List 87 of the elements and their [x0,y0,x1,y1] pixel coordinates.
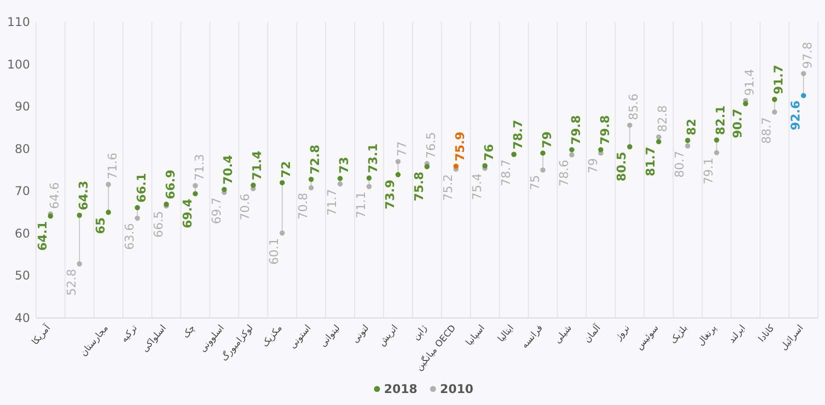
x-tick-label: استونی [288,324,314,351]
x-tick-label: نروژ [613,324,632,344]
x-tick-label: اسپانیا [464,324,488,348]
x-tick-label: اتریش [377,324,400,348]
data-label: 78.7 [498,159,513,186]
x-tick-label: مجارستان [79,323,111,359]
data-label: 82.1 [714,105,728,135]
data-label: 79.8 [568,115,583,145]
data-label: 71.1 [354,191,368,218]
data-label: 73 [337,156,352,174]
data-label: 71.6 [105,152,120,180]
data-label: 78.7 [510,120,525,150]
data-label: 75.4 [470,173,484,200]
y-tick-label: 70 [14,184,30,198]
x-tick-label: فرانسه [520,324,546,351]
x-tick-label: ایتالیا [496,324,516,344]
data-label: 66.9 [163,170,178,200]
data-label: 80.7 [672,150,687,178]
data-label: 66.1 [134,173,148,203]
data-label: 52.8 [64,268,78,296]
y-tick-label: 60 [14,226,30,240]
x-tick-label: لیتوانی [318,324,342,350]
data-label: 69.4 [180,198,194,228]
data-label: 65 [93,217,108,234]
y-tick-label: 110 [7,15,30,29]
data-label: 88.7 [760,117,774,144]
data-label: 66.5 [151,210,166,238]
x-tick-label: پرتغال [696,323,720,348]
data-label: 70.6 [238,194,252,220]
data-label: 75.9 [452,132,467,162]
data-label: 91.7 [772,64,786,94]
data-label: 85.6 [626,93,641,120]
data-label: 70.4 [221,154,236,184]
x-tick-label: بلژیک [668,324,690,346]
x-tick-label: چک [181,324,198,340]
y-tick-label: 90 [14,100,30,114]
data-label: 77 [395,141,410,157]
data-label: 97.8 [800,42,815,69]
data-label: 70.8 [296,192,310,220]
x-tick-label: اسلواکی [140,324,169,354]
data-label: 79.1 [702,158,716,184]
data-label: 80.5 [614,152,629,182]
data-label: 81.7 [644,146,658,176]
data-label: 76 [482,144,496,161]
data-label: 79 [586,158,600,174]
y-tick-label: 100 [7,57,30,72]
data-label: 91.4 [742,68,757,96]
data-label: 73.1 [366,143,380,174]
x-tick-label: مکزیک [260,323,285,350]
data-label: 75.8 [412,172,426,202]
data-label: 92.6 [788,100,803,130]
x-tick-label: آمریکا [29,322,54,348]
x-tick-label: اسرائیل [779,324,806,353]
data-label: 90.7 [730,108,745,138]
data-label: 76.5 [424,132,438,159]
data-label: 82 [684,118,699,136]
legend-label: 2010 [440,382,474,396]
data-label: 78.6 [556,160,571,186]
data-label: 75.2 [440,174,455,201]
data-label: 72 [279,160,294,178]
data-label: 64.1 [35,221,50,251]
data-label: 60.1 [267,238,282,265]
data-label: 69.7 [209,197,224,224]
x-tick-label: لتونی [350,324,372,346]
y-tick-label: 80 [14,142,30,156]
data-label: 64.3 [76,180,90,210]
data-label: 71.4 [250,150,264,180]
data-label: 63.6 [122,223,136,250]
x-tick-label: ترکیه [120,323,140,345]
y-tick-label: 40 [14,311,30,325]
legend-label: 2018 [384,382,418,396]
x-tick-label: ایرلند [727,324,748,346]
data-label: 64.6 [47,182,62,209]
x-tick-label: سوئیس [634,324,661,352]
data-label: 82.8 [656,105,670,132]
data-label: 75 [528,175,542,190]
y-tick-label: 50 [14,268,30,283]
data-label: 72.8 [308,144,322,174]
x-tick-label: ژاپن [411,324,430,342]
data-label: 79 [540,131,554,148]
data-label: 71.7 [325,188,340,216]
data-label: 79.8 [598,115,612,145]
x-tick-label: شیلی [553,324,574,346]
data-label: 71.3 [192,154,206,181]
x-tick-label: آلمان [581,322,604,346]
data-label: 73.9 [383,180,398,210]
x-tick-label: کانادا [757,322,778,344]
